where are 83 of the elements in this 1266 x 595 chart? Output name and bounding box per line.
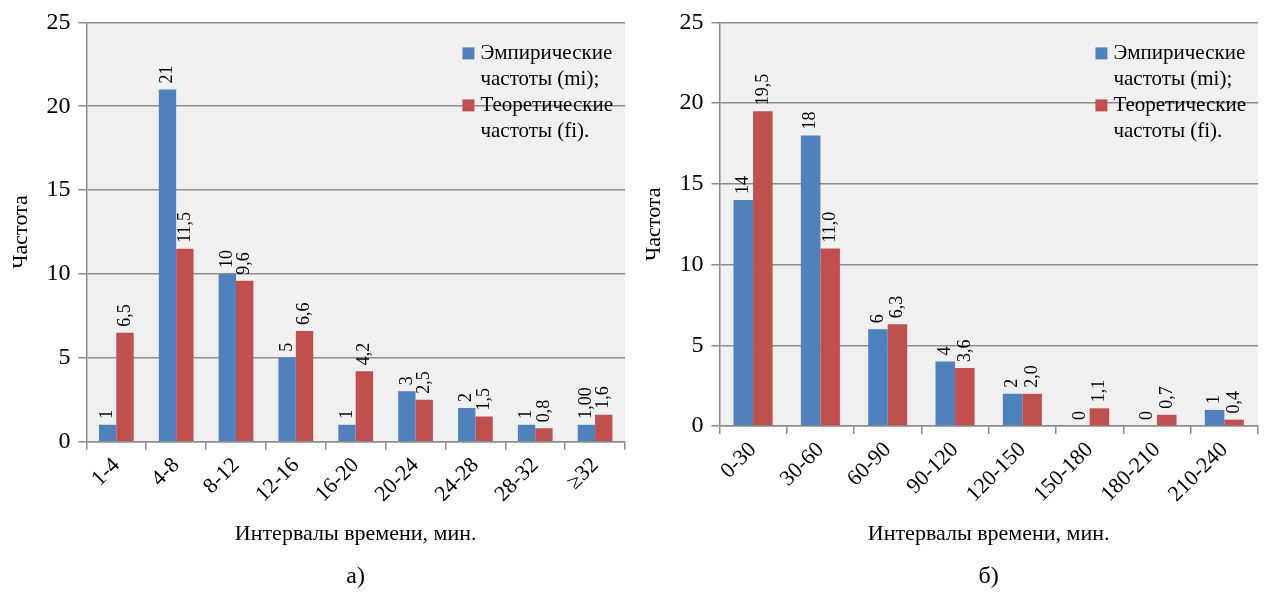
y-tick-label: 10 [46,259,71,286]
legend-label: Теоретические частоты (fi). [1113,91,1247,142]
data-label: 14 [732,176,753,195]
x-tick-label: 1-4 [85,451,124,491]
bar [577,424,596,441]
legend-label: Теоретические частоты (fi). [480,91,614,142]
data-label: 1 [1203,394,1224,404]
bar [116,332,134,441]
x-axis-title: Интервалы времени, мин. [867,519,1110,545]
data-label: 6,6 [293,302,314,325]
y-tick-label: 5 [691,330,704,357]
y-tick-label: 25 [679,7,704,34]
data-label: 1,1 [1088,379,1109,403]
y-tick-label: 25 [46,7,71,34]
data-label: 0,7 [1155,386,1176,409]
bar [98,424,117,441]
data-label: 21 [156,65,177,84]
bar [475,416,493,441]
data-label: 0,4 [1222,391,1243,414]
y-tick-label: 20 [679,88,704,115]
x-axis-title: Интервалы времени, мин. [234,519,477,545]
x-tick-label: ≥32 [560,451,603,494]
data-label: 4,2 [353,342,374,366]
data-label: 1 [96,409,117,419]
bar [753,111,773,426]
x-tick-label: 4-8 [145,451,184,491]
y-tick-label: 20 [46,91,71,118]
bar [517,424,536,441]
bar [415,399,433,441]
bar [955,367,975,426]
data-label: 0 [1068,411,1089,421]
text: а) [346,562,366,589]
bar [1157,414,1177,426]
bar [278,357,296,441]
y-tick-label: 0 [58,426,71,453]
bar [398,391,416,441]
data-label: 0 [1135,411,1156,421]
data-label: 18 [799,111,820,130]
bar [935,361,956,426]
y-tick-label: 0 [691,411,704,438]
y-axis-title: Частота [6,195,32,269]
data-label: 2 [1001,378,1022,388]
y-tick-label: 10 [679,249,704,276]
bar [236,280,254,441]
bar [1022,393,1042,426]
bar [176,248,194,441]
y-tick-label: 5 [58,343,71,370]
bar [218,273,237,441]
y-tick-label: 15 [679,169,704,196]
x-tick-label: 0-30 [714,436,761,483]
y-tick-label: 15 [46,175,71,202]
data-label: 3,6 [953,339,974,362]
legend-label: Эмпирические частоты (mi); [480,39,613,90]
bar [295,330,314,441]
data-label: 6,5 [113,304,134,327]
bar [733,200,754,426]
legend-label: Эмпирические частоты (mi); [1113,39,1246,90]
bar [868,329,888,426]
data-label: 11,5 [173,211,194,243]
text: б) [978,562,999,589]
bar [1204,409,1225,426]
data-label: 6,3 [886,295,907,319]
y-axis-title: Частота [639,187,665,261]
bar [820,248,840,426]
bar [1002,393,1023,426]
data-label: 2,0 [1020,365,1041,388]
data-label: 4 [934,346,955,356]
data-label: 5 [275,342,296,352]
x-tick-label: 8-12 [197,451,244,499]
bar [595,414,613,441]
bar [1224,419,1244,426]
bar [535,428,553,441]
data-label: 6 [866,314,887,324]
bar [338,424,356,441]
data-label: 1 [335,409,356,419]
bar [355,371,374,441]
bar [158,89,177,441]
data-label: 11,0 [818,211,839,243]
bar [800,135,821,426]
bar [458,408,476,441]
bar [887,324,908,426]
data-label: 19,5 [751,73,772,106]
bar [1089,408,1110,426]
